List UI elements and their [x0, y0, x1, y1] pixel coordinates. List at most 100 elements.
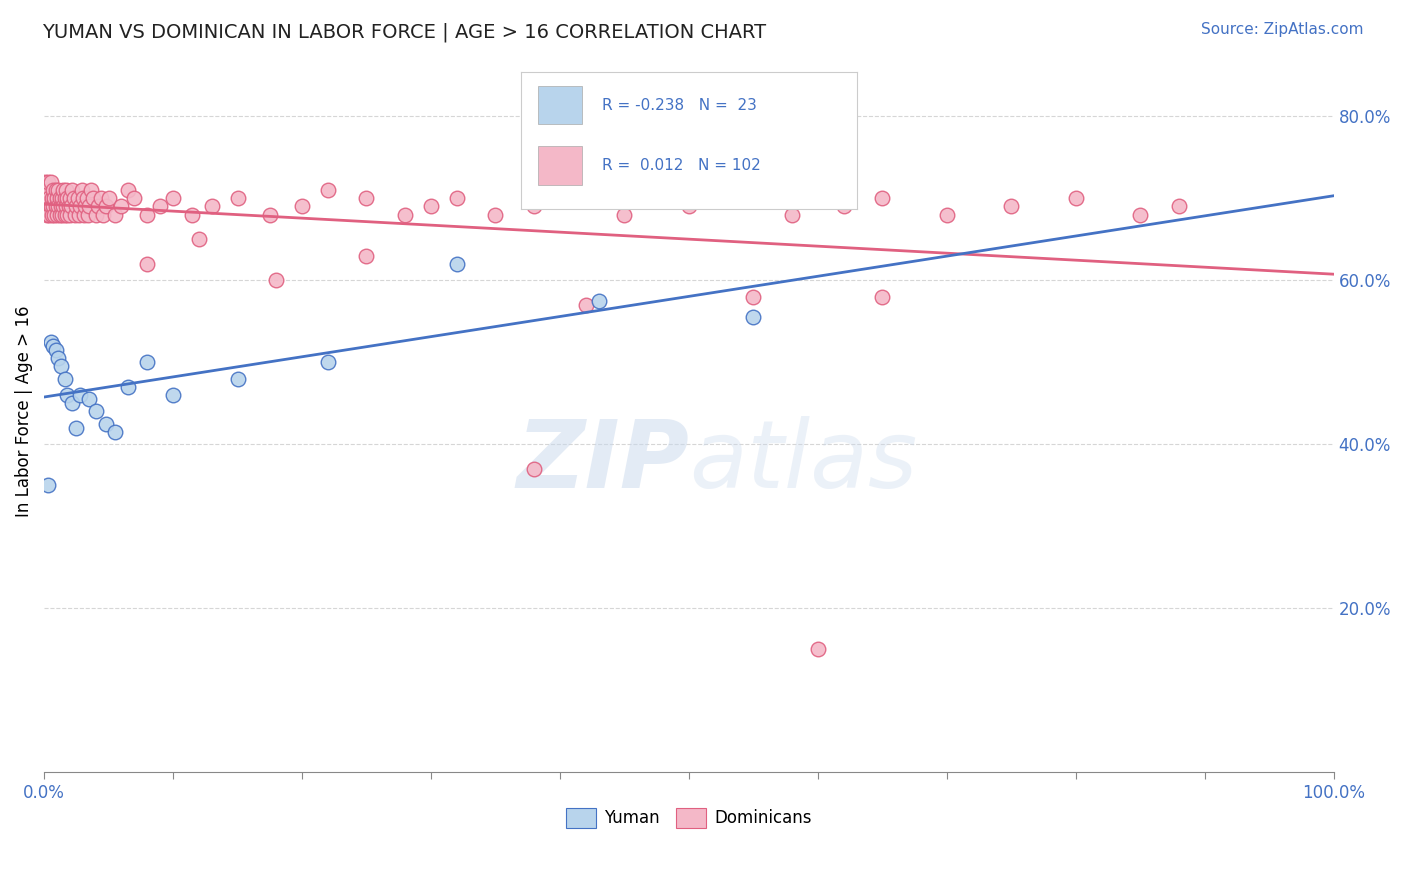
Point	[832, 199, 855, 213]
Point	[136, 355, 159, 369]
Point	[32, 191, 55, 205]
Point	[56, 208, 79, 222]
Point	[51, 208, 73, 222]
Point	[90, 191, 112, 205]
Point	[104, 425, 127, 439]
Point	[42, 339, 65, 353]
Text: ZIP: ZIP	[516, 416, 689, 508]
Point	[104, 208, 127, 222]
Text: YUMAN VS DOMINICAN IN LABOR FORCE | AGE > 16 CORRELATION CHART: YUMAN VS DOMINICAN IN LABOR FORCE | AGE …	[42, 22, 766, 42]
Point	[49, 359, 72, 374]
Point	[84, 404, 107, 418]
Point	[807, 642, 830, 657]
Point	[45, 343, 67, 357]
Point	[82, 191, 104, 205]
Point	[46, 183, 69, 197]
Point	[46, 208, 69, 222]
Point	[79, 183, 101, 197]
Point	[1064, 191, 1087, 205]
Point	[55, 199, 77, 213]
Point	[37, 478, 59, 492]
Point	[48, 191, 70, 205]
Point	[52, 199, 75, 213]
Point	[136, 257, 159, 271]
Point	[117, 183, 139, 197]
Point	[316, 183, 339, 197]
Point	[162, 191, 184, 205]
Point	[226, 371, 249, 385]
Point	[69, 199, 91, 213]
Point	[42, 183, 65, 197]
Point	[420, 199, 443, 213]
Point	[73, 208, 96, 222]
Point	[446, 191, 468, 205]
Point	[44, 191, 66, 205]
Point	[1129, 208, 1152, 222]
Point	[59, 208, 82, 222]
Point	[52, 183, 75, 197]
Point	[259, 208, 281, 222]
Point	[77, 199, 100, 213]
Point	[34, 191, 56, 205]
Point	[75, 199, 97, 213]
Point	[93, 208, 115, 222]
Point	[162, 388, 184, 402]
Point	[291, 199, 314, 213]
Point	[1167, 199, 1189, 213]
Point	[62, 183, 84, 197]
Point	[51, 191, 73, 205]
Point	[34, 175, 56, 189]
Point	[38, 191, 60, 205]
Point	[124, 191, 146, 205]
Point	[678, 199, 700, 213]
Point	[226, 191, 249, 205]
Point	[446, 257, 468, 271]
Point	[63, 208, 86, 222]
Point	[69, 388, 91, 402]
Point	[94, 199, 117, 213]
Legend: Yuman, Dominicans: Yuman, Dominicans	[557, 800, 821, 836]
Point	[39, 334, 62, 349]
Point	[62, 396, 84, 410]
Text: Source: ZipAtlas.com: Source: ZipAtlas.com	[1201, 22, 1364, 37]
Point	[59, 191, 82, 205]
Point	[67, 208, 90, 222]
Point	[41, 208, 63, 222]
Point	[37, 175, 59, 189]
Point	[110, 199, 132, 213]
Point	[872, 290, 894, 304]
Point	[42, 199, 65, 213]
Y-axis label: In Labor Force | Age > 16: In Labor Force | Age > 16	[15, 306, 32, 517]
Point	[575, 191, 598, 205]
Point	[523, 199, 546, 213]
Point	[39, 175, 62, 189]
Point	[1000, 199, 1022, 213]
Point	[56, 191, 79, 205]
Point	[316, 355, 339, 369]
Point	[46, 351, 69, 365]
Point	[66, 191, 89, 205]
Point	[523, 462, 546, 476]
Point	[46, 199, 69, 213]
Point	[48, 208, 70, 222]
Point	[84, 208, 107, 222]
Point	[55, 183, 77, 197]
Point	[742, 109, 765, 123]
Point	[35, 208, 58, 222]
Point	[38, 208, 60, 222]
Point	[44, 208, 66, 222]
Point	[780, 208, 803, 222]
Point	[58, 199, 80, 213]
Point	[72, 191, 94, 205]
Point	[575, 298, 598, 312]
Point	[181, 208, 204, 222]
Point	[49, 199, 72, 213]
Point	[77, 208, 100, 222]
Point	[117, 380, 139, 394]
Point	[45, 199, 67, 213]
Point	[41, 191, 63, 205]
Point	[77, 392, 100, 406]
Point	[356, 249, 378, 263]
Point	[97, 191, 120, 205]
Point	[65, 199, 87, 213]
